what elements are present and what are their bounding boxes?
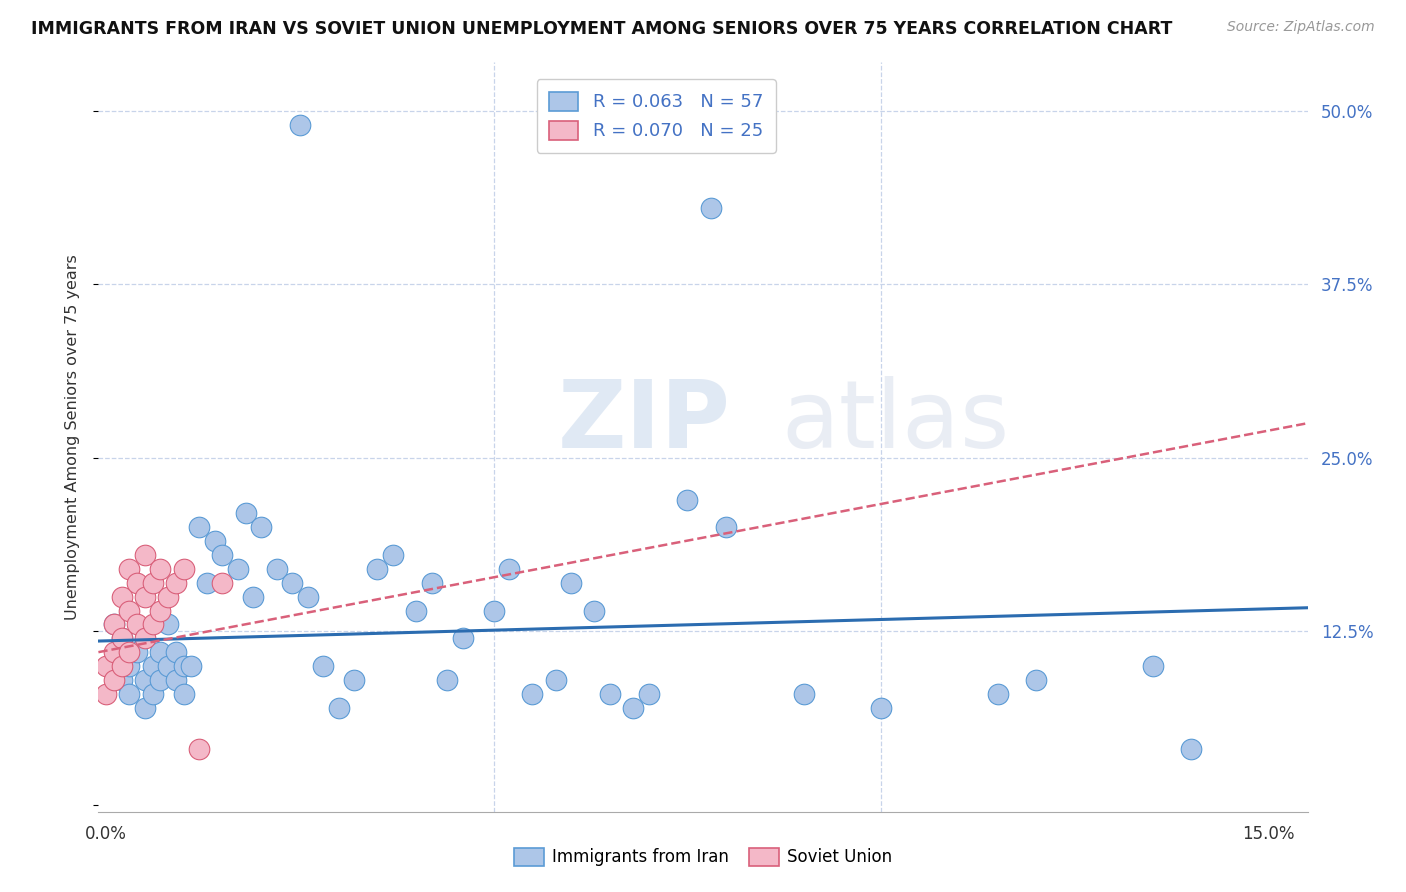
Point	[281, 575, 304, 590]
Point	[157, 659, 180, 673]
Point	[103, 617, 125, 632]
Point	[482, 603, 505, 617]
Point	[173, 659, 195, 673]
Text: atlas: atlas	[782, 376, 1010, 468]
Point	[366, 562, 388, 576]
Point	[142, 687, 165, 701]
Point	[266, 562, 288, 576]
Point	[118, 645, 141, 659]
Point	[165, 575, 187, 590]
Point	[204, 534, 226, 549]
Point	[149, 645, 172, 659]
Point	[134, 700, 156, 714]
Point	[436, 673, 458, 687]
Point	[127, 617, 149, 632]
Point	[870, 700, 893, 714]
Point	[127, 575, 149, 590]
Point	[111, 590, 134, 604]
Point	[211, 548, 233, 562]
Point	[211, 575, 233, 590]
Legend: R = 0.063   N = 57, R = 0.070   N = 25: R = 0.063 N = 57, R = 0.070 N = 25	[537, 79, 776, 153]
Point	[157, 617, 180, 632]
Point	[188, 742, 211, 756]
Point	[297, 590, 319, 604]
Point	[134, 632, 156, 646]
Point	[242, 590, 264, 604]
Point	[250, 520, 273, 534]
Point	[103, 617, 125, 632]
Point	[157, 590, 180, 604]
Point	[165, 673, 187, 687]
Legend: Immigrants from Iran, Soviet Union: Immigrants from Iran, Soviet Union	[508, 841, 898, 873]
Point	[111, 673, 134, 687]
Text: IMMIGRANTS FROM IRAN VS SOVIET UNION UNEMPLOYMENT AMONG SENIORS OVER 75 YEARS CO: IMMIGRANTS FROM IRAN VS SOVIET UNION UNE…	[31, 20, 1173, 37]
Point	[451, 632, 474, 646]
Point	[1180, 742, 1202, 756]
Point	[986, 687, 1008, 701]
Point	[343, 673, 366, 687]
Point	[288, 118, 311, 132]
Point	[180, 659, 202, 673]
Point	[149, 673, 172, 687]
Point	[103, 659, 125, 673]
Point	[793, 687, 815, 701]
Point	[111, 659, 134, 673]
Point	[149, 603, 172, 617]
Point	[142, 617, 165, 632]
Point	[96, 687, 118, 701]
Point	[142, 659, 165, 673]
Point	[583, 603, 606, 617]
Point	[103, 645, 125, 659]
Point	[111, 632, 134, 646]
Point	[1142, 659, 1164, 673]
Point	[118, 562, 141, 576]
Point	[173, 562, 195, 576]
Point	[235, 507, 257, 521]
Point	[381, 548, 404, 562]
Point	[312, 659, 335, 673]
Point	[716, 520, 738, 534]
Point	[173, 687, 195, 701]
Point	[149, 562, 172, 576]
Point	[560, 575, 582, 590]
Point	[637, 687, 659, 701]
Point	[195, 575, 218, 590]
Point	[118, 659, 141, 673]
Point	[165, 645, 187, 659]
Point	[134, 548, 156, 562]
Point	[111, 632, 134, 646]
Point	[405, 603, 427, 617]
Point	[420, 575, 443, 590]
Text: Source: ZipAtlas.com: Source: ZipAtlas.com	[1227, 20, 1375, 34]
Point	[328, 700, 350, 714]
Text: ZIP: ZIP	[558, 376, 731, 468]
Point	[142, 575, 165, 590]
Point	[599, 687, 621, 701]
Point	[103, 673, 125, 687]
Point	[498, 562, 520, 576]
Point	[188, 520, 211, 534]
Point	[676, 492, 699, 507]
Point	[522, 687, 544, 701]
Point	[118, 687, 141, 701]
Y-axis label: Unemployment Among Seniors over 75 years: Unemployment Among Seniors over 75 years	[65, 254, 80, 620]
Point	[621, 700, 644, 714]
Point	[700, 201, 723, 215]
Point	[1025, 673, 1047, 687]
Point	[134, 673, 156, 687]
Point	[96, 659, 118, 673]
Point	[226, 562, 249, 576]
Point	[544, 673, 567, 687]
Point	[127, 645, 149, 659]
Point	[118, 603, 141, 617]
Point	[134, 590, 156, 604]
